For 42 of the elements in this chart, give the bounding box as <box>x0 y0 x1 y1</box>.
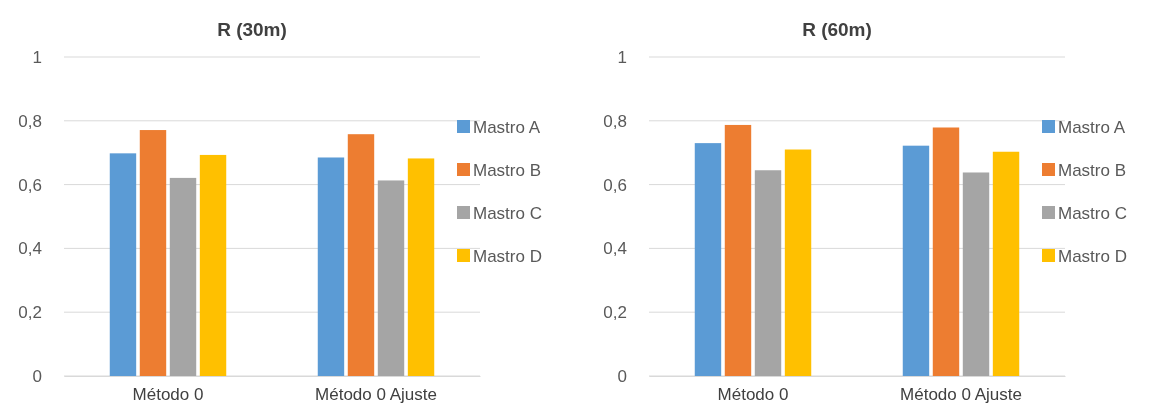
bar <box>932 127 960 376</box>
bar <box>407 158 435 376</box>
bar <box>139 130 167 376</box>
y-tick-label: 0,8 <box>603 111 627 131</box>
x-tick-label: Método 0 Ajuste <box>900 385 1022 405</box>
legend-label: Mastro C <box>473 204 542 223</box>
legend-label: Mastro A <box>473 118 541 137</box>
legend-label: Mastro C <box>1058 204 1127 223</box>
legend-label: Mastro D <box>1058 247 1127 266</box>
bar <box>962 172 990 376</box>
x-tick-label: Método 0 <box>717 385 789 405</box>
bar <box>199 154 227 376</box>
legend-label: Mastro D <box>473 247 542 266</box>
x-tick-label: Método 0 <box>132 385 204 405</box>
y-tick-label: 1 <box>32 47 42 67</box>
y-tick-label: 0,6 <box>18 175 42 195</box>
bar <box>317 157 345 376</box>
bar <box>169 177 197 376</box>
legend-label: Mastro A <box>1058 118 1126 137</box>
x-tick-label: Método 0 Ajuste <box>315 385 437 405</box>
chart-title: R (60m) <box>802 19 872 40</box>
y-tick-label: 0,6 <box>603 175 627 195</box>
chart-title: R (30m) <box>217 19 287 40</box>
y-tick-label: 0,4 <box>18 239 42 259</box>
bar <box>347 134 375 376</box>
legend-label: Mastro B <box>1058 161 1127 180</box>
y-tick-label: 0,2 <box>603 303 627 323</box>
bar <box>694 143 722 376</box>
bar <box>902 145 930 376</box>
bar <box>754 170 782 376</box>
bar <box>784 149 812 376</box>
bar <box>377 180 405 376</box>
y-tick-label: 0,4 <box>603 239 627 259</box>
bar <box>992 151 1020 376</box>
y-tick-label: 0,8 <box>18 111 42 131</box>
bar <box>724 124 752 376</box>
y-tick-label: 0,2 <box>18 303 42 323</box>
y-tick-label: 0 <box>617 366 627 386</box>
y-tick-label: 1 <box>617 47 627 67</box>
legend-label: Mastro B <box>473 161 542 180</box>
bar <box>109 153 137 376</box>
y-tick-label: 0 <box>32 366 42 386</box>
